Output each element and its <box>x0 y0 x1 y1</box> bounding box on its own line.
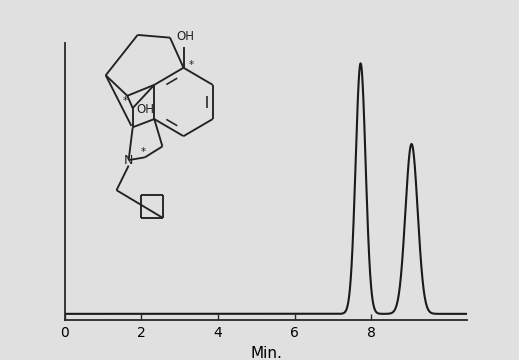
Text: OH: OH <box>137 103 155 116</box>
Text: *: * <box>141 147 146 157</box>
Text: N: N <box>124 154 133 167</box>
Text: *: * <box>189 60 194 70</box>
Text: *: * <box>122 96 128 106</box>
X-axis label: Min.: Min. <box>250 346 282 360</box>
Text: OH: OH <box>176 30 195 43</box>
